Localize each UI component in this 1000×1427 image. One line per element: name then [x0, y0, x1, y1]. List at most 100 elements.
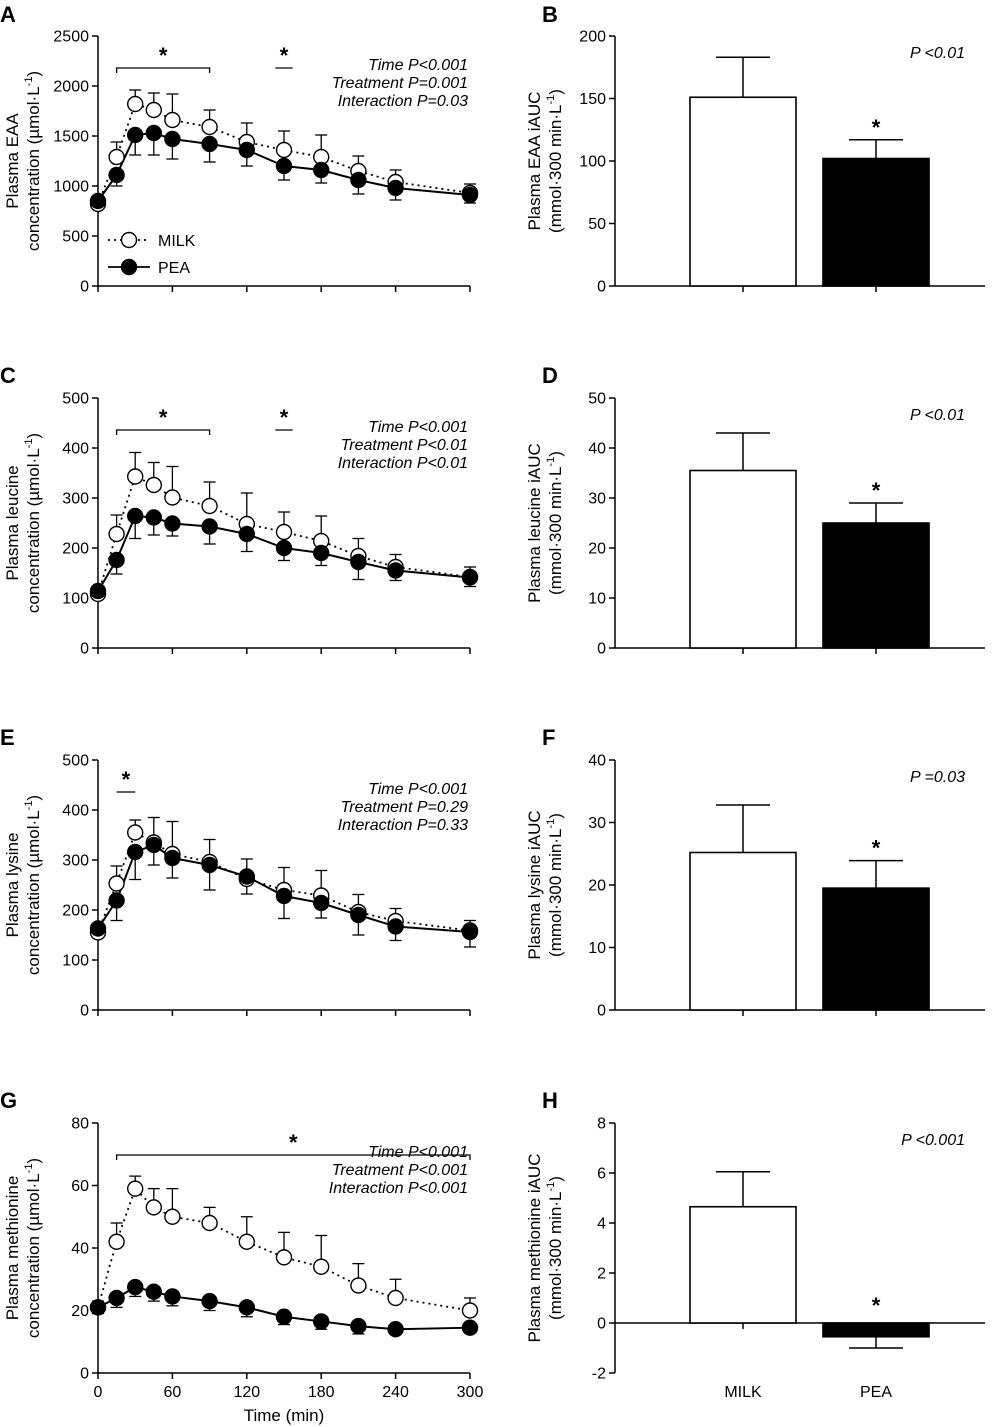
data-point-pea [126, 126, 144, 144]
data-point-pea [108, 551, 125, 569]
y-axis-title-line1: Plasma leucine [3, 465, 22, 580]
data-point-milk [350, 1277, 367, 1294]
legend-label: PEA [158, 260, 190, 277]
y-axis-title-line1: Plasma lysine iAUC [525, 810, 544, 959]
data-point-milk [145, 476, 163, 494]
y-tick-label: 10 [588, 940, 606, 957]
y-axis-title-close: ) [24, 1158, 43, 1164]
data-point-milk [164, 1208, 181, 1225]
y-tick-label: 0 [597, 1316, 606, 1333]
significance-star: * [280, 405, 289, 430]
y-axis-title-line2: concentration (µmol·L [24, 810, 43, 975]
y-axis-title-line1: Plasma leucine iAUC [525, 443, 544, 603]
y-tick-label: 100 [62, 591, 89, 608]
data-point-pea [313, 544, 330, 562]
x-tick-label: 180 [308, 1384, 335, 1401]
y-axis-title-sup: -1 [545, 457, 557, 467]
y-axis-title: Plasma methionine concentration (µmol·L-1… [3, 1158, 43, 1338]
stats-text: Interaction P=0.33 [338, 817, 468, 834]
y-axis-title-line2: concentration (µmol·L [24, 448, 43, 613]
y-axis-title-line2: (mmol·300 min·L [546, 104, 565, 232]
panel-h: H -2 0 2 4 6 8 Plasma methionine iAUC (mmol·300 … [525, 1088, 985, 1401]
y-tick-label: 100 [579, 154, 606, 171]
y-tick-label: -2 [592, 1366, 606, 1383]
y-tick-label: 300 [62, 491, 89, 508]
stats-text: P =0.03 [910, 769, 965, 786]
y-tick-label: 40 [588, 753, 606, 770]
y-tick-label: 300 [62, 853, 89, 870]
stats-text: P <0.01 [910, 407, 965, 424]
data-point-pea [238, 525, 256, 543]
y-axis-title-sup: -1 [545, 1182, 557, 1192]
stats-text: P <0.001 [901, 1132, 965, 1149]
y-tick-label: 200 [579, 29, 606, 46]
panel-b: B 0 50 100 150 200 Plasma EAA iAUC (mmol·300 mi… [525, 2, 985, 296]
data-point-milk [108, 525, 125, 543]
significance-star: * [159, 405, 168, 430]
x-tick-label: 300 [457, 1384, 484, 1401]
y-axis-title-close: ) [546, 451, 565, 457]
data-point-milk [108, 1233, 125, 1250]
data-point-milk [201, 118, 218, 136]
data-point-milk [275, 523, 293, 541]
y-axis-title-sup: -1 [23, 1164, 35, 1174]
significance-star: * [872, 1293, 881, 1318]
y-tick-label: 50 [588, 216, 606, 233]
data-point-milk [126, 468, 144, 485]
stats-text: Interaction P<0.01 [338, 455, 468, 472]
y-axis-title: Plasma EAA concentration (µmol·L-1) [3, 71, 43, 251]
y-tick-label: 60 [71, 1178, 89, 1195]
y-axis-title-sup: -1 [23, 439, 35, 449]
stats-text: Treatment P<0.001 [332, 1162, 468, 1179]
x-tick-label: 60 [164, 1384, 182, 1401]
y-axis-title-line1: Plasma methionine iAUC [525, 1154, 544, 1343]
y-tick-label: 30 [588, 815, 606, 832]
y-tick-label: 150 [579, 91, 606, 108]
significance-bracket [115, 429, 211, 435]
data-point-pea [350, 171, 367, 189]
x-category-label: MILK [724, 1384, 762, 1401]
legend-marker [120, 258, 138, 276]
y-tick-label: 0 [80, 279, 89, 296]
panel-e: E 0 100 200 300 400 500 Plasma lysine concentrat… [0, 725, 479, 1020]
bar-pea [822, 522, 930, 649]
y-axis-title: Plasma leucine concentration (µmol·L-1) [3, 433, 43, 613]
y-axis-title-line2: (mmol·300 min·L [546, 466, 565, 594]
y-axis-title: Plasma lysine concentration (µmol·L-1) [3, 795, 43, 975]
y-tick-label: 500 [62, 391, 89, 408]
significance-bracket [115, 67, 211, 73]
panel-letter: F [542, 725, 555, 750]
panel-letter: E [0, 725, 15, 750]
y-tick-label: 200 [62, 541, 89, 558]
data-point-pea [145, 124, 163, 142]
y-axis-title-sup: -1 [23, 77, 35, 87]
y-tick-label: 50 [588, 391, 606, 408]
data-point-pea [238, 141, 256, 159]
significance-star: * [159, 43, 168, 68]
significance-star: * [280, 43, 289, 68]
y-tick-label: 0 [80, 1003, 89, 1020]
y-tick-label: 500 [62, 753, 89, 770]
y-tick-label: 4 [597, 1216, 606, 1233]
data-point-pea [201, 518, 218, 535]
y-tick-label: 0 [597, 1003, 606, 1020]
y-axis-title-close: ) [24, 71, 43, 77]
y-tick-label: 30 [588, 491, 606, 508]
data-point-pea [145, 509, 163, 526]
data-point-milk [145, 1199, 163, 1216]
y-tick-label: 0 [80, 1366, 89, 1383]
x-tick-label: 240 [382, 1384, 409, 1401]
data-point-pea [201, 1292, 218, 1310]
stats-text: P <0.01 [910, 45, 965, 62]
y-tick-label: 400 [62, 441, 89, 458]
data-point-pea [313, 894, 330, 912]
data-point-pea [238, 868, 256, 885]
y-axis-title-line2: concentration (µmol·L [24, 1173, 43, 1338]
stats-text: Interaction P<0.001 [329, 1180, 468, 1197]
data-point-milk [461, 1302, 479, 1319]
y-tick-label: 40 [588, 441, 606, 458]
data-point-pea [164, 130, 181, 148]
data-point-pea [89, 920, 107, 937]
data-point-milk [126, 95, 144, 113]
y-tick-label: 80 [71, 1116, 89, 1133]
